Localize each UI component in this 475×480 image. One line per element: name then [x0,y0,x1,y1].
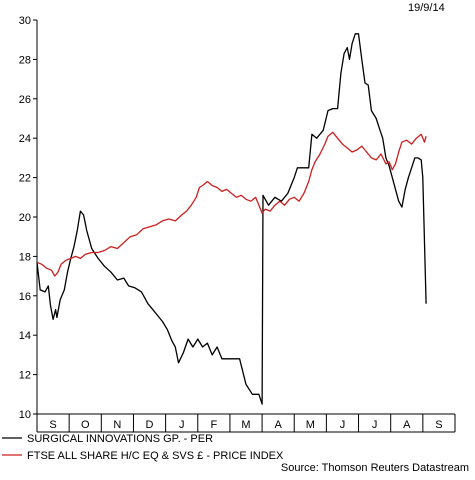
series-line-1 [36,33,427,405]
y-tick-label: 18 [19,251,31,263]
x-tick-label: O [81,419,90,431]
x-tick-label: D [146,419,154,431]
legend-label: SURGICAL INNOVATIONS GP. - PER [27,433,213,445]
y-tick-label: 22 [19,173,31,185]
y-tick-label: 10 [19,409,31,421]
x-tick-label: M [241,419,250,431]
x-tick-label: J [179,419,185,431]
x-tick-label: M [306,419,315,431]
y-tick-label: 24 [19,133,31,145]
x-tick-label: S [49,419,56,431]
series-line-2 [36,131,427,277]
x-tick-label: J [340,419,346,431]
x-tick-label: N [113,419,121,431]
x-tick-label: S [435,419,442,431]
y-tick-label: 26 [19,94,31,106]
y-tick-label: 12 [19,370,31,382]
x-tick-label: J [372,419,378,431]
y-tick-label: 16 [19,291,31,303]
date-label: 19/9/14 [408,2,445,14]
y-tick-label: 30 [19,15,31,27]
x-tick-label: A [403,419,411,431]
legend-label: FTSE ALL SHARE H/C EQ & SVS £ - PRICE IN… [27,450,284,462]
y-tick-label: 14 [19,330,31,342]
y-tick-label: 20 [19,212,31,224]
x-tick-label: A [274,419,282,431]
source-label: Source: Thomson Reuters Datastream [281,462,469,474]
x-tick-label: F [210,419,217,431]
y-tick-label: 28 [19,54,31,66]
